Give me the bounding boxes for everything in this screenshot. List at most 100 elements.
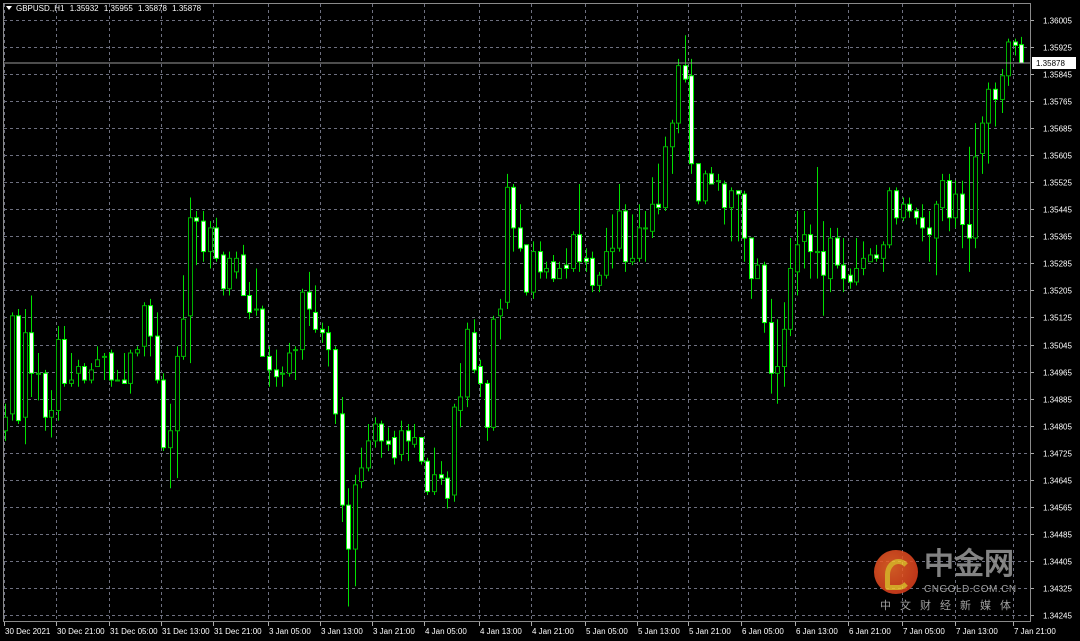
candle [1000,69,1005,113]
candle [934,200,939,276]
y-tick-label: 1.34725 [1043,450,1072,459]
candle [597,271,602,293]
candle [544,261,549,279]
candle-body-bear [689,75,694,165]
candle [379,420,384,458]
candle-body-bull [1006,41,1011,77]
candle [736,190,741,242]
y-tick-label: 1.34325 [1043,585,1072,594]
candle-body-bull [280,372,285,375]
candle [227,251,232,296]
candle [881,241,886,272]
candle-body-bull [366,440,371,469]
candle [161,373,166,452]
candle [610,214,615,269]
cngold-logo-icon [874,550,918,594]
candle [868,248,873,263]
candle [313,285,318,333]
candle [518,204,523,252]
candle-body-bull [353,484,358,550]
candle [89,363,94,384]
x-tick-label: 30 Dec 2021 [5,627,51,636]
candle [425,457,430,495]
candle [29,295,34,397]
candle [62,325,67,387]
candle [287,342,292,377]
y-tick-label: 1.35605 [1043,152,1072,161]
candle-body-bull [815,251,820,254]
y-tick-label: 1.34885 [1043,396,1072,405]
candle [320,322,325,343]
candle-body-bull [293,349,298,352]
candle [95,346,100,368]
candle [43,369,48,431]
time-axis[interactable]: 30 Dec 2021 30 Dec 21:00 31 Dec 05:00 31 De… [4,621,1057,636]
candle-body-bull [670,122,675,148]
candle-body-bull [729,190,734,209]
candle-body-bull [373,423,378,442]
candle-body-bull [452,406,457,496]
candle [142,302,147,357]
candle [788,238,793,337]
candle [16,309,21,424]
candle [359,447,364,489]
candle-body-bear [947,180,952,219]
grid [4,4,1030,621]
candle-body-bull [69,379,74,384]
candle [326,325,331,367]
candle-body-bear [320,328,325,334]
candle [716,173,721,191]
candle-body-bull [854,267,859,283]
candle [439,461,444,485]
candle-body-bull [135,349,140,354]
candle-body-bear [122,379,127,384]
price-axis[interactable]: 1.36005 1.35925 1.35845 1.35765 1.35685 1.356… [1030,17,1072,621]
candle [307,271,312,326]
candle-body-bull [782,328,787,368]
candle-body-bear [313,311,318,330]
x-tick-label: 30 Dec 21:00 [57,627,105,636]
y-tick-label: 1.36005 [1043,17,1072,26]
candle [874,244,879,262]
candle [247,282,252,320]
candle-body-bear [346,504,351,550]
candle [980,116,985,174]
candle-body-bear [696,163,701,202]
candle-body-bear [993,88,998,100]
candle [854,238,859,286]
y-tick-label: 1.35925 [1043,44,1072,53]
x-tick-label: 7 Jan 13:00 [956,627,998,636]
candle-body-bear [155,335,160,381]
candle-body-bull [76,366,81,374]
candle-body-bear [392,437,397,459]
candle-body-bull [973,156,978,239]
dropdown-triangle-icon[interactable] [6,6,12,10]
candle-body-bull [89,369,94,381]
candle-body-bear [194,217,199,222]
candle-body-bull [56,338,61,411]
candle-body-bear [386,440,391,445]
candle-body-bull [650,203,655,232]
candle [960,180,965,249]
candle [181,275,186,360]
candle [148,298,153,357]
candle-body-bull [716,180,721,183]
candle-body-bear [247,295,252,313]
candle-body-bull [1000,75,1005,100]
candle [524,244,529,296]
candle [604,227,609,279]
candle-body-bear [835,237,840,266]
candle-body-bull [142,305,147,347]
y-tick-label: 1.34645 [1043,477,1072,486]
x-tick-label: 3 Jan 21:00 [373,627,415,636]
candle-body-bear [584,257,589,263]
candle-body-bull [3,416,8,432]
watermark: 中金网 CNGOLD.COM.CN 中文财经新媒体 [872,548,1028,616]
y-tick-label: 1.35685 [1043,125,1072,134]
candle-body-bear [590,257,595,286]
candle [986,82,991,164]
x-tick-label: 7 Jan 21:00 [1014,627,1056,636]
candle [630,214,635,266]
candle-body-bull [208,227,213,253]
